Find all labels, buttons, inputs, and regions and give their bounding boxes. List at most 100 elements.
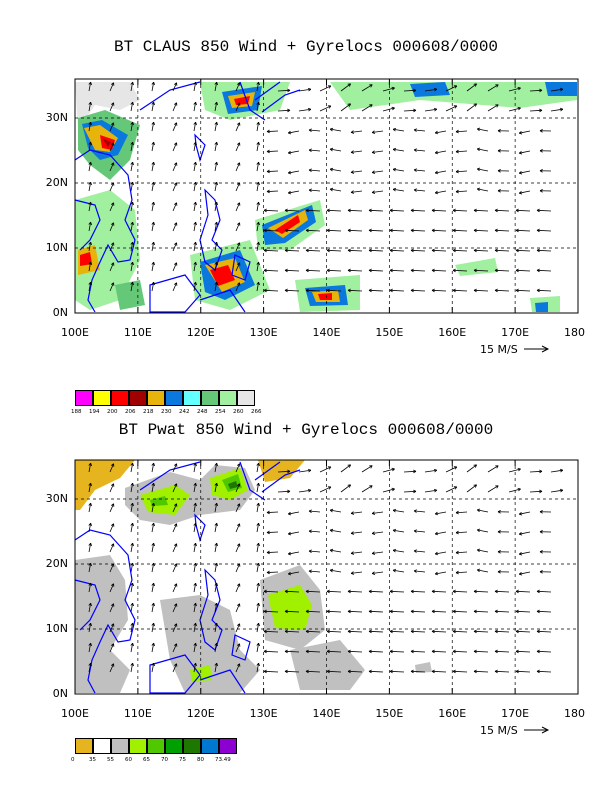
wind-arrowhead	[476, 529, 480, 533]
wind-arrowhead	[455, 532, 459, 535]
wind-arrowhead	[256, 81, 259, 85]
wind-arrowhead	[473, 589, 477, 592]
wind-arrow	[172, 242, 177, 252]
wind-arrowhead	[216, 563, 219, 567]
wind-arrowhead	[263, 669, 267, 672]
wind-arrow	[235, 603, 240, 613]
wind-arrowhead	[90, 643, 92, 647]
wind-arrowhead	[413, 569, 417, 572]
wind-arrowhead	[266, 510, 270, 513]
wind-arrowhead	[347, 609, 351, 612]
wind-arrowhead	[216, 643, 219, 647]
wind-arrowhead	[305, 630, 309, 634]
wind-arrow	[193, 222, 197, 232]
wind-arrowhead	[195, 222, 197, 226]
wind-arrowhead	[368, 650, 372, 654]
wind-arrowhead	[216, 142, 219, 146]
wind-arrow	[431, 229, 447, 232]
colorbar-label: 70	[161, 757, 168, 763]
wind-arrowhead	[305, 670, 309, 674]
wind-arrowhead	[173, 603, 177, 606]
wind-arrow	[368, 229, 384, 232]
wind-arrow	[263, 590, 279, 593]
wind-arrowhead	[88, 462, 91, 466]
wind-arrowhead	[326, 589, 330, 592]
wind-arrow	[466, 464, 477, 473]
wind-arrowhead	[410, 650, 414, 654]
wind-arrowhead	[151, 642, 154, 646]
wind-arrowhead	[368, 288, 372, 291]
wind-arrow	[266, 170, 279, 172]
wind-arrow	[519, 150, 531, 154]
wind-arrow	[455, 170, 468, 173]
wind-arrowhead	[258, 523, 260, 527]
wind-arrowhead	[110, 102, 114, 105]
wind-arrowhead	[263, 589, 267, 592]
wind-arrowhead	[371, 511, 375, 514]
wind-arrowhead	[452, 229, 456, 233]
wind-arrow	[494, 289, 510, 292]
colorbar-label: 188	[71, 409, 82, 415]
wind-arrowhead	[413, 148, 417, 151]
wind-arrow	[368, 590, 384, 593]
wind-arrowhead	[368, 630, 372, 634]
wind-arrowhead	[153, 663, 155, 667]
wind-arrowhead	[413, 570, 417, 573]
wind-arrowhead	[236, 543, 240, 546]
wind-arrowhead	[410, 228, 414, 231]
wind-arrowhead	[413, 129, 417, 132]
wind-arrowhead	[88, 261, 91, 265]
wind-arrowhead	[305, 649, 309, 652]
wind-arrow	[473, 630, 489, 633]
wind-arrowhead	[389, 229, 393, 233]
wind-arrowhead	[173, 102, 177, 105]
wind-arrowhead	[90, 483, 92, 487]
wind-arrowhead	[539, 489, 543, 492]
wind-arrow	[151, 262, 155, 272]
wind-arrowhead	[256, 221, 259, 225]
wind-arrowhead	[389, 269, 393, 273]
wind-arrow	[284, 610, 300, 613]
wind-arrow	[288, 551, 300, 555]
wind-arrowhead	[452, 650, 456, 654]
wind-arrow	[347, 650, 363, 653]
wind-arrowhead	[326, 610, 330, 614]
wind-arrowhead	[326, 228, 330, 231]
wind-arrowhead	[173, 182, 177, 185]
wind-arrowhead	[258, 623, 260, 627]
wind-arrowhead	[435, 513, 439, 516]
wind-arrowhead	[370, 465, 373, 469]
wind-arrowhead	[90, 623, 92, 627]
wind-arrowhead	[88, 542, 91, 546]
wind-arrowhead	[287, 190, 291, 194]
wind-arrowhead	[413, 189, 417, 192]
x-tick-label: 160E	[438, 707, 467, 720]
wind-arrowhead	[173, 122, 177, 125]
wind-arrowhead	[284, 610, 288, 614]
wind-arrowhead	[497, 170, 501, 173]
wind-arrowhead	[473, 288, 477, 291]
wind-arrowhead	[288, 533, 292, 536]
wind-arrow	[235, 523, 240, 533]
wind-arrowhead	[284, 289, 288, 293]
wind-arrow	[351, 170, 363, 173]
wind-arrow	[256, 242, 260, 252]
wind-arrow	[515, 650, 531, 653]
wind-arrow	[529, 490, 543, 493]
wind-arrowhead	[497, 511, 501, 514]
wind-arrow	[172, 483, 177, 493]
wind-arrow	[151, 663, 155, 673]
wind-arrow	[109, 503, 114, 513]
wind-arrow	[319, 85, 332, 92]
wind-arrowhead	[236, 242, 240, 245]
wind-arrowhead	[256, 241, 259, 245]
wind-arrowhead	[410, 609, 414, 612]
wind-arrowhead	[452, 609, 456, 612]
wind-arrow	[151, 182, 155, 192]
wind-arrow	[284, 590, 300, 593]
wind-arrowhead	[348, 464, 351, 468]
wind-arrowhead	[413, 550, 417, 553]
wind-arrowhead	[329, 148, 333, 152]
wind-arrowhead	[151, 482, 154, 486]
wind-arrow	[214, 282, 218, 292]
